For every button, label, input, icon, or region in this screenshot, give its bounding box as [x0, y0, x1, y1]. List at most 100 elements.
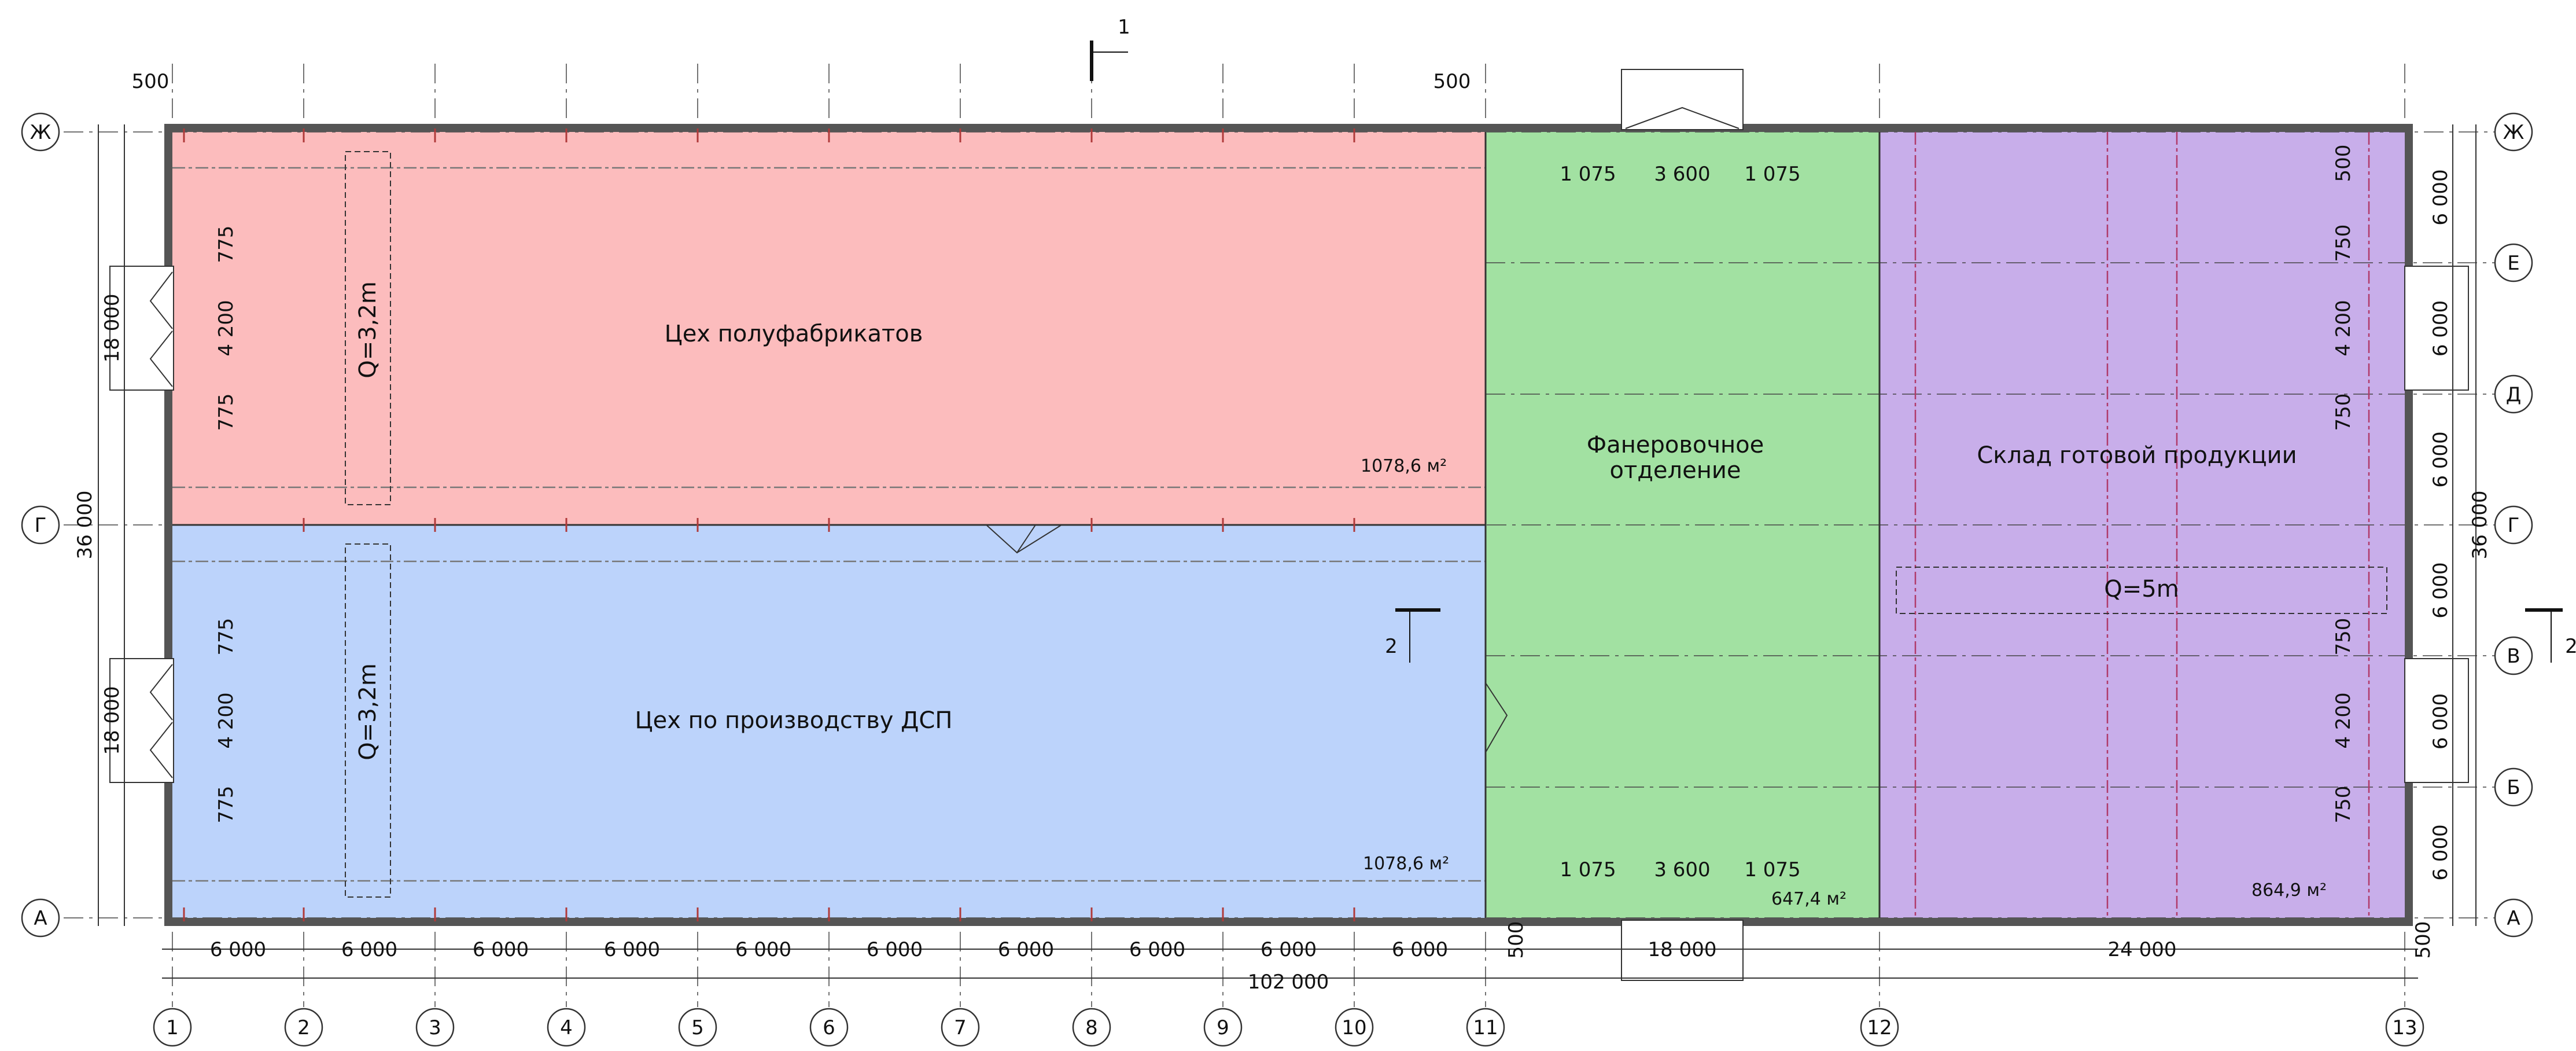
column-axis-label: 5	[691, 1016, 704, 1039]
dim-bottom-span: 6 000	[998, 938, 1054, 961]
row-axis-label-left: А	[34, 907, 47, 930]
column-axis-circle	[809, 1008, 849, 1047]
room-label-veneer-2: отделение	[1610, 457, 1741, 484]
row-axis-label-left: Г	[35, 514, 47, 537]
dim-span-veneer: 18 000	[1648, 938, 1717, 961]
section-label-2-center: 2	[1385, 635, 1398, 658]
room-label-warehouse: Склад готовой продукции	[1977, 442, 2297, 469]
dim-right-top-c: 750	[2332, 394, 2355, 431]
dim-span-warehouse: 24 000	[2108, 938, 2177, 961]
dim-veneer-top-a: 1 075	[1560, 163, 1616, 186]
column-axis-circle	[678, 1008, 717, 1047]
dim-right-total: 36 000	[2468, 491, 2492, 560]
dim-bottom-span: 6 000	[735, 938, 791, 961]
gate-right-bottom	[2404, 658, 2469, 783]
row-axis-circle-left	[21, 505, 60, 545]
dim-bottom-span: 6 000	[1392, 938, 1448, 961]
column-axis-circle	[2385, 1008, 2424, 1047]
dim-left-top-b: 4 200	[215, 300, 238, 356]
gate-right-top	[2404, 266, 2469, 391]
row-axis-circle-right	[2494, 112, 2533, 152]
column-axis-label: 2	[297, 1016, 310, 1039]
room-warehouse-fill	[1880, 132, 2405, 918]
column-axis-label: 10	[1342, 1016, 1366, 1039]
column-axis-circle	[1860, 1008, 1899, 1047]
dim-right-top-b: 4 200	[2332, 300, 2355, 356]
row-axis-label-right: В	[2507, 645, 2520, 668]
crane-label-bottom-left: Q=3,2m	[355, 663, 381, 760]
gate-left-bottom	[109, 658, 174, 783]
dim-left-top-a: 775	[215, 226, 238, 263]
column-axis-circle	[1466, 1008, 1505, 1047]
row-axis-label-right: Б	[2507, 776, 2520, 799]
dim-veneer-bot-b: 3 600	[1654, 858, 1710, 881]
row-axis-circle-right	[2494, 243, 2533, 282]
gate-veneer-bottom	[1621, 920, 1744, 981]
dim-bottom-span: 6 000	[1261, 938, 1317, 961]
dim-bottom-span: 6 000	[604, 938, 660, 961]
room-label-veneer-1: Фанеровочное	[1587, 432, 1764, 458]
crane-label-warehouse: Q=5m	[2104, 576, 2179, 602]
row-axis-label-right: Д	[2506, 383, 2522, 406]
crane-zone-top-left	[345, 151, 391, 505]
column-axis-label: 7	[954, 1016, 967, 1039]
area-semi-finished: 1078,6 м²	[1361, 456, 1447, 476]
dim-bottom-span: 6 000	[867, 938, 923, 961]
section-label-2-right: 2	[2565, 635, 2576, 658]
row-axis-label-right: Ж	[2503, 121, 2525, 144]
column-axis-label: 3	[429, 1016, 441, 1039]
dim-veneer-bot-a: 1 075	[1560, 858, 1616, 881]
row-axis-label-left: Ж	[30, 121, 51, 144]
dim-right-top-0: 500	[2332, 145, 2355, 182]
row-axis-circle-right	[2494, 505, 2533, 545]
row-axis-circle-left	[21, 898, 60, 938]
room-label-chipboard: Цех по производству ДСП	[635, 707, 953, 734]
dim-right-span: 6 000	[2429, 300, 2452, 357]
crane-zone-bottom-left	[345, 543, 391, 898]
dim-right-bot-c: 750	[2332, 786, 2355, 824]
dim-veneer-top-c: 1 075	[1744, 163, 1800, 186]
dim-right-bot-a: 750	[2332, 618, 2355, 656]
column-axis-circle	[415, 1008, 455, 1047]
row-axis-markers: Ж Г А Ж Е Д Г В Б А	[21, 112, 2533, 938]
right-span-labels: 6 000 6 000 6 000 6 000 6 000 6 000	[2429, 169, 2452, 880]
dim-veneer-top-b: 3 600	[1654, 163, 1710, 186]
dim-right-span: 6 000	[2429, 693, 2452, 749]
dim-edge-bottom-right: 500	[2412, 921, 2435, 959]
dim-right-top-a: 750	[2332, 225, 2355, 262]
dim-bottom-span: 6 000	[341, 938, 397, 961]
dim-left-bot-b: 4 200	[215, 692, 238, 748]
column-axis-circle	[1072, 1008, 1111, 1047]
dim-left-total: 36 000	[73, 491, 97, 560]
column-axis-markers: 1 2 3 4 5 6 7 8 9 10 11 12 13	[153, 1008, 2424, 1047]
area-warehouse: 864,9 м²	[2251, 880, 2327, 901]
gate-left-top	[109, 266, 174, 391]
dim-left-height-top: 18 000	[101, 294, 124, 363]
dim-total-length: 102 000	[1248, 971, 1329, 994]
room-veneer-fill	[1486, 132, 1880, 918]
dim-right-span: 6 000	[2429, 431, 2452, 487]
column-axis-circle	[284, 1008, 323, 1047]
dim-edge-bottom-left: 500	[1505, 921, 1528, 959]
dim-left-height-bottom: 18 000	[101, 686, 124, 755]
crane-rails	[172, 132, 2370, 918]
dim-right-span: 6 000	[2429, 562, 2452, 618]
dim-left-bot-c: 775	[215, 786, 238, 824]
section-mark-2-center: 2	[1385, 608, 1440, 663]
dim-bottom-span: 6 000	[210, 938, 266, 961]
outer-wall	[164, 124, 2413, 926]
bottom-span-labels: 6 000 6 000 6 000 6 000 6 000 6 000 6 000 6 000…	[210, 938, 1448, 961]
section-mark-1: 1	[1090, 16, 1130, 81]
column-axis-circle	[1335, 1008, 1374, 1047]
dim-bottom-span: 6 000	[1129, 938, 1185, 961]
column-axis-label: 13	[2392, 1016, 2417, 1039]
row-axis-circle-right	[2494, 636, 2533, 675]
room-semi-finished-fill	[172, 132, 1486, 525]
column-axis-label: 4	[560, 1016, 573, 1039]
section-mark-2-right: 2	[2525, 608, 2576, 663]
crane-zone-warehouse	[1896, 567, 2387, 614]
door-center	[986, 524, 1062, 554]
column-axis-label: 12	[1867, 1016, 1892, 1039]
column-axis-circle	[547, 1008, 586, 1047]
